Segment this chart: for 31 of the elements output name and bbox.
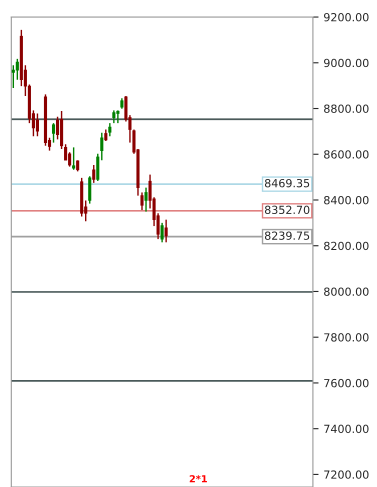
candlestick (140, 192, 144, 211)
candlestick (52, 122, 56, 144)
y-tick-label: 8000.00 (324, 287, 369, 296)
candlestick (72, 146, 76, 171)
ref-line-label: 8352.70 (264, 206, 310, 214)
ref-line-label: 8469.35 (264, 178, 310, 188)
y-tick-label: 7200.00 (324, 470, 369, 479)
y-tick-label: 8400.00 (324, 196, 369, 204)
candlestick (16, 58, 19, 80)
candlestick (164, 218, 168, 243)
ref-line-label: 8239.75 (264, 231, 310, 240)
y-tick-label: 7400.00 (324, 424, 369, 434)
candlestick (76, 160, 80, 172)
candlestick (92, 164, 96, 184)
y-tick-label: 9000.00 (324, 58, 369, 68)
candlestick (160, 222, 164, 243)
candlestick (88, 176, 92, 204)
candlestick (108, 122, 112, 137)
y-tick-label: 8200.00 (324, 242, 369, 250)
candlestick (112, 110, 116, 124)
candlestick (144, 186, 148, 212)
y-tick-label: 9200.00 (324, 13, 369, 22)
annotation: 2*1 (190, 475, 207, 482)
y-tick-label: 7800.00 (324, 333, 369, 342)
y-tick-label: 8600.00 (324, 150, 369, 159)
y-tick-label: 8800.00 (324, 104, 369, 113)
candlestick (116, 110, 120, 124)
candlestick (104, 128, 108, 142)
candlestick (120, 98, 124, 110)
y-tick-label: 7600.00 (324, 378, 369, 388)
candlestick (36, 112, 40, 137)
